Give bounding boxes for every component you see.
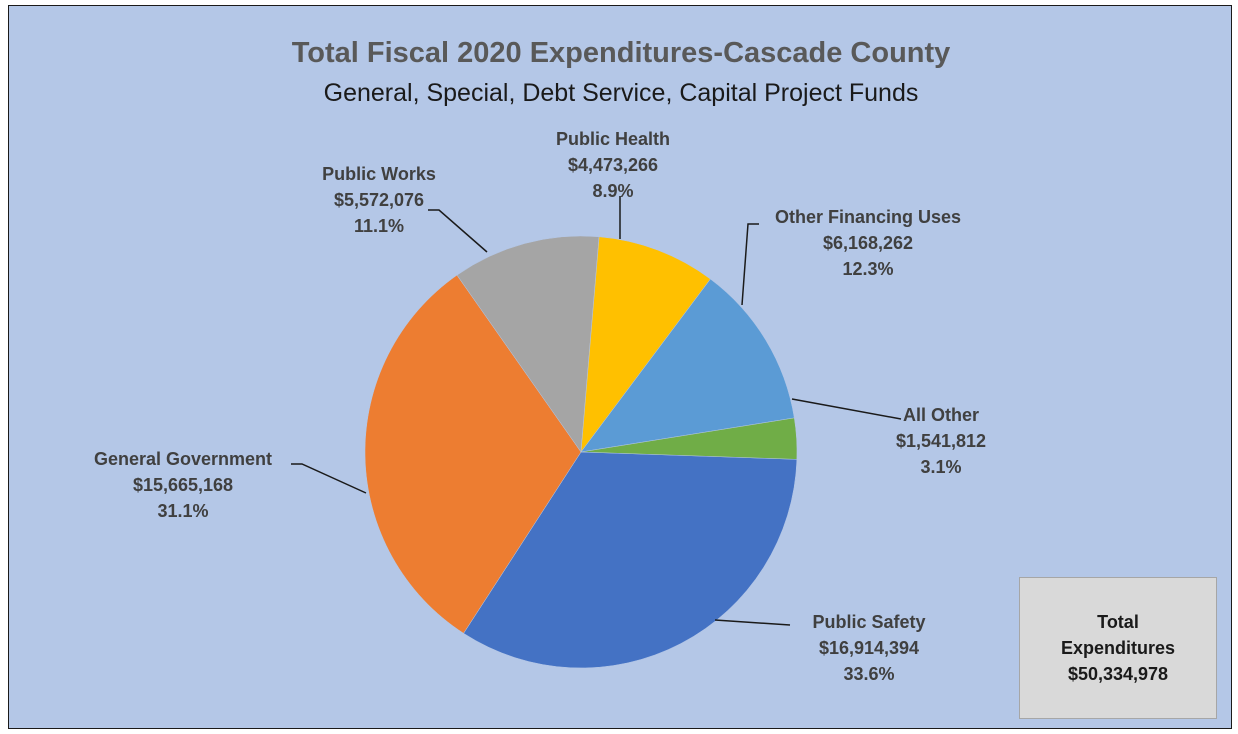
slice-label-percent: 12.3% (842, 259, 894, 279)
slice-label-percent: 33.6% (843, 664, 895, 684)
leader-line-general-government (291, 463, 367, 494)
slice-label-general-government: General Government $15,665,168 31.1% (94, 446, 272, 524)
slice-label-percent: 11.1% (353, 216, 405, 236)
slice-label-value: $1,541,812 (895, 431, 987, 451)
pie-slice-other-financing-uses (580, 278, 795, 453)
pie-chart (291, 196, 902, 669)
leader-line-public-works (428, 209, 488, 253)
chart-subtitle: General, Special, Debt Service, Capital … (323, 79, 919, 107)
slice-label-percent: 31.1% (157, 501, 209, 521)
pie-slices (364, 235, 798, 669)
pie-slice-all-other (580, 417, 798, 460)
leader-line-public-safety (714, 619, 791, 626)
slice-label-value: $4,473,266 (567, 155, 659, 175)
slice-label-name: Public Safety (812, 612, 926, 632)
total-box-amount: $50,334,978 (1067, 664, 1169, 684)
slice-label-public-safety: Public Safety $16,914,394 33.6% (812, 609, 925, 687)
slice-label-percent: 8.9% (592, 181, 634, 201)
leader-line-other-financing-uses (741, 223, 759, 306)
slice-label-value: $16,914,394 (818, 638, 920, 658)
slice-label-name: All Other (902, 405, 979, 425)
chart-area: Total Fiscal 2020 Expenditures-Cascade C… (8, 5, 1232, 729)
slice-label-other-financing-uses: Other Financing Uses $6,168,262 12.3% (775, 204, 961, 282)
slice-label-name: Other Financing Uses (774, 207, 962, 227)
slice-label-public-works: Public Works $5,572,076 11.1% (322, 161, 436, 239)
pie-slice-public-works (456, 235, 600, 453)
leader-line-all-other (791, 398, 902, 420)
slice-label-value: $6,168,262 (822, 233, 914, 253)
total-box-line2: Expenditures (1060, 638, 1176, 658)
slice-label-public-health: Public Health $4,473,266 8.9% (556, 126, 670, 204)
slice-label-value: $15,665,168 (132, 475, 234, 495)
total-box-line1: Total (1097, 612, 1139, 632)
pie-slice-public-health (580, 236, 711, 453)
leader-lines (291, 196, 902, 626)
slice-label-name: General Government (93, 449, 273, 469)
slice-label-value: $5,572,076 (333, 190, 425, 210)
pie-slice-public-safety (463, 451, 798, 669)
total-expenditures-box: Total Expenditures $50,334,978 (1019, 577, 1217, 719)
pie-slice-general-government (364, 274, 582, 634)
chart-title: Total Fiscal 2020 Expenditures-Cascade C… (291, 37, 951, 69)
slice-label-name: Public Works (322, 164, 436, 184)
slice-label-name: Public Health (555, 129, 671, 149)
slice-label-percent: 3.1% (920, 457, 962, 477)
slice-label-all-other: All Other $1,541,812 3.1% (896, 402, 986, 480)
